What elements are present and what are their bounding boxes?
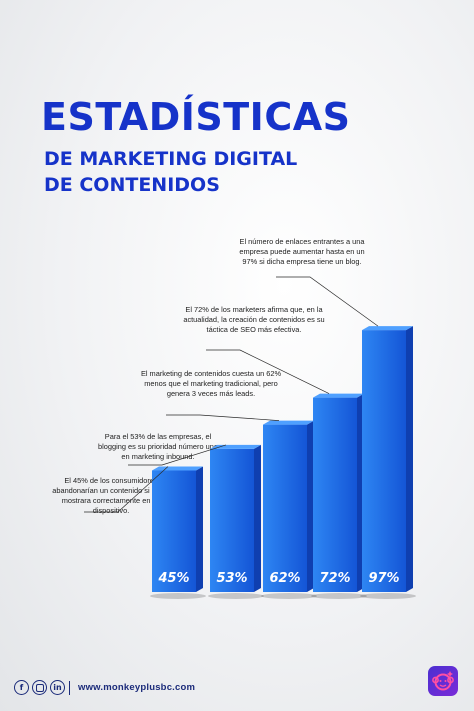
bar-top — [313, 393, 364, 398]
bar-shadow — [360, 593, 416, 599]
page-subtitle-line1: DE MARKETING DIGITAL — [44, 148, 298, 170]
bar-97%: 97% — [276, 276, 416, 599]
bar-value-label: 62% — [269, 571, 300, 586]
bar-shadow — [150, 593, 206, 599]
bar-side — [196, 466, 203, 592]
annotation-62: El marketing de contenidos cuesta un 62%… — [140, 369, 282, 398]
bar-top — [152, 466, 203, 471]
bar-shadow — [208, 593, 264, 599]
bar-front — [263, 424, 307, 592]
leader-line — [166, 414, 280, 421]
bar-front — [210, 448, 254, 592]
bar-side — [307, 420, 314, 592]
leader-line — [206, 349, 330, 394]
bar-front — [313, 397, 357, 592]
leader-line — [128, 444, 227, 466]
website-link[interactable]: www.monkeyplusbc.com — [78, 682, 196, 693]
page-subtitle-line2: DE CONTENIDOS — [44, 174, 220, 196]
footer-divider — [69, 681, 70, 695]
annotation-45: El 45% de los consumidores abandonarían … — [52, 476, 170, 515]
bar-72%: 72% — [206, 349, 367, 599]
linkedin-icon[interactable]: in — [50, 680, 65, 695]
annotation-97: El número de enlaces entrantes a una emp… — [239, 237, 365, 266]
annotation-72: El 72% de los marketers afirma que, en l… — [183, 305, 325, 334]
bar-front — [152, 470, 196, 592]
monkey-logo-icon — [432, 671, 454, 691]
leader-line — [276, 276, 379, 327]
bar-value-label: 72% — [319, 571, 350, 586]
bar-side — [254, 444, 261, 592]
leader-line — [84, 466, 169, 513]
bar-top — [362, 326, 413, 331]
bar-side — [406, 326, 413, 592]
bar-62%: 62% — [166, 414, 317, 599]
bar-value-label: 53% — [216, 571, 247, 586]
brand-logo — [428, 666, 458, 696]
bar-value-label: 97% — [368, 571, 399, 586]
bar-shadow — [261, 593, 317, 599]
footer: f in www.monkeyplusbc.com — [0, 680, 474, 710]
bar-45%: 45% — [84, 466, 206, 599]
facebook-icon[interactable]: f — [14, 680, 29, 695]
instagram-icon[interactable] — [32, 680, 47, 695]
page-title: ESTADÍSTICAS — [41, 95, 351, 139]
annotation-53: Para el 53% de las empresas, el blogging… — [98, 432, 218, 461]
bar-top — [263, 420, 314, 425]
bar-top — [210, 444, 261, 449]
bar-front — [362, 330, 406, 592]
bar-value-label: 45% — [157, 571, 189, 586]
bar-shadow — [311, 593, 367, 599]
bar-53%: 53% — [128, 444, 264, 599]
